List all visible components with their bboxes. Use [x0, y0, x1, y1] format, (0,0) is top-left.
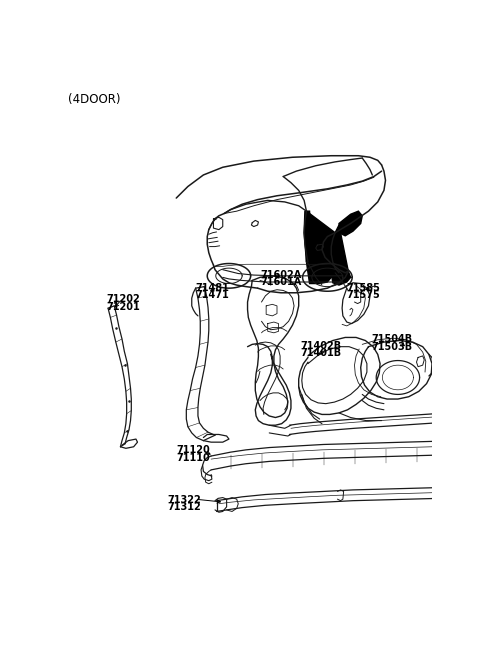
Text: 71120: 71120	[176, 445, 210, 455]
Polygon shape	[306, 211, 335, 283]
Text: 71401B: 71401B	[300, 348, 341, 358]
Text: 71322: 71322	[167, 495, 201, 504]
Polygon shape	[304, 211, 311, 262]
Text: 71575: 71575	[347, 291, 381, 300]
Text: 71312: 71312	[167, 502, 201, 512]
Text: (4DOOR): (4DOOR)	[68, 92, 120, 106]
Text: 71503B: 71503B	[372, 342, 413, 352]
Polygon shape	[331, 225, 350, 285]
Text: 71481: 71481	[196, 283, 229, 293]
Text: 71602A: 71602A	[260, 270, 301, 279]
Text: 71504B: 71504B	[372, 335, 413, 344]
Text: 71110: 71110	[176, 453, 210, 463]
Text: 71201: 71201	[107, 302, 140, 312]
Text: 71585: 71585	[347, 283, 381, 293]
Text: 71202: 71202	[107, 295, 140, 304]
Text: 71601A: 71601A	[260, 277, 301, 287]
Text: 71402B: 71402B	[300, 340, 341, 350]
Text: 71471: 71471	[196, 291, 229, 300]
Polygon shape	[339, 211, 362, 236]
